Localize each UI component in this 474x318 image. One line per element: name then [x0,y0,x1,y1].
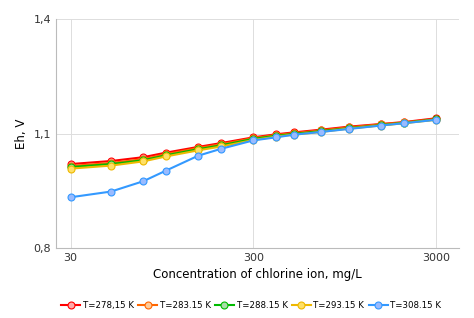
T=308.15 K [195,154,201,157]
T=288.15 K [250,137,256,141]
Line: T=283.15 K: T=283.15 K [67,115,439,169]
T=308.15 K [433,118,439,122]
T=293.15 K [108,164,114,168]
T=288.15 K [68,165,73,169]
T=293.15 K [273,135,279,138]
T=308.15 K [163,169,169,172]
Line: T=288.15 K: T=288.15 K [67,116,439,170]
T=288.15 K [140,158,146,162]
T=283.15 K [250,136,256,140]
T=308.15 K [108,190,114,193]
T=283.15 K [163,152,169,156]
T=288.15 K [108,162,114,166]
T=308.15 K [250,138,256,142]
T=288.15 K [291,132,297,136]
T=283.15 K [195,146,201,150]
T=278,15 K [378,122,384,126]
T=288.15 K [163,153,169,157]
T=288.15 K [433,117,439,121]
T=288.15 K [195,147,201,151]
T=308.15 K [219,147,224,151]
T=308.15 K [378,124,384,128]
T=293.15 K [195,149,201,152]
T=283.15 K [219,142,224,146]
T=278,15 K [68,162,73,166]
T=293.15 K [68,167,73,170]
Line: T=293.15 K: T=293.15 K [67,116,439,172]
T=288.15 K [318,129,323,133]
T=288.15 K [346,126,352,130]
T=283.15 K [318,128,323,132]
T=283.15 K [68,164,73,168]
T=283.15 K [401,121,407,124]
Line: T=308.15 K: T=308.15 K [67,116,439,201]
Line: T=278,15 K: T=278,15 K [67,115,439,168]
T=293.15 K [318,130,323,134]
T=293.15 K [378,124,384,128]
T=308.15 K [273,135,279,139]
T=278,15 K [163,151,169,155]
T=293.15 K [401,121,407,125]
T=308.15 K [401,121,407,125]
T=283.15 K [273,133,279,137]
T=283.15 K [346,126,352,129]
T=278,15 K [140,155,146,159]
T=283.15 K [140,157,146,161]
T=288.15 K [401,121,407,125]
X-axis label: Concentration of chlorine ion, mg/L: Concentration of chlorine ion, mg/L [153,268,362,281]
T=293.15 K [163,155,169,158]
T=278,15 K [195,145,201,149]
T=278,15 K [219,141,224,145]
Y-axis label: Eh, V: Eh, V [15,118,28,149]
T=288.15 K [378,123,384,127]
T=288.15 K [273,134,279,138]
T=278,15 K [318,128,323,132]
T=278,15 K [273,132,279,136]
T=293.15 K [219,145,224,149]
T=278,15 K [433,116,439,120]
T=288.15 K [219,143,224,147]
T=293.15 K [140,160,146,163]
T=283.15 K [108,161,114,165]
T=293.15 K [291,133,297,136]
Legend: T=278,15 K, T=283.15 K, T=288.15 K, T=293.15 K, T=308.15 K: T=278,15 K, T=283.15 K, T=288.15 K, T=29… [58,298,445,314]
T=308.15 K [140,179,146,183]
T=278,15 K [250,135,256,139]
T=283.15 K [433,117,439,121]
T=278,15 K [291,130,297,134]
T=278,15 K [346,125,352,128]
T=293.15 K [346,127,352,130]
T=293.15 K [250,138,256,142]
T=283.15 K [291,131,297,135]
T=308.15 K [318,130,323,134]
T=308.15 K [291,133,297,136]
T=283.15 K [378,122,384,126]
T=278,15 K [401,120,407,124]
T=308.15 K [68,195,73,199]
T=293.15 K [433,118,439,122]
T=278,15 K [108,159,114,163]
T=308.15 K [346,127,352,131]
